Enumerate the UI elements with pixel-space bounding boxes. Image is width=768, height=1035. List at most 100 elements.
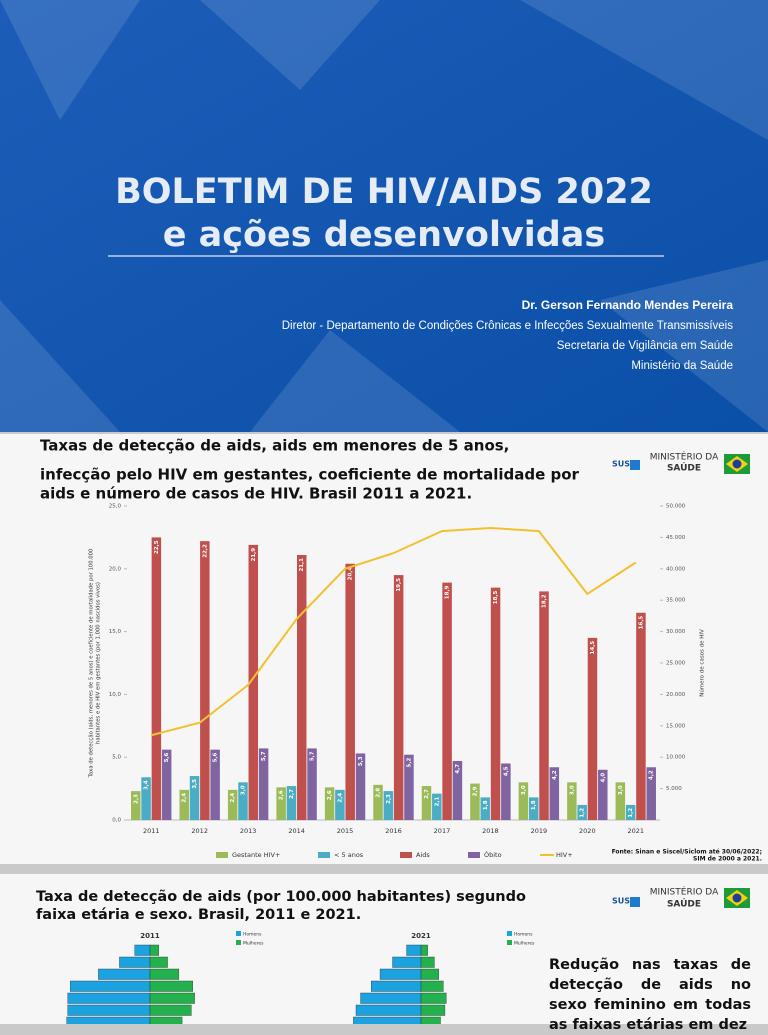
- legend-label: < 5 anos: [334, 851, 364, 859]
- bar: [149, 968, 180, 980]
- bar: [420, 980, 444, 992]
- legend-swatch: [507, 931, 512, 936]
- legend-swatch: [236, 931, 241, 936]
- y2-tick-label: 40.000: [666, 566, 686, 572]
- y2-tick-label: 10.000: [666, 755, 686, 761]
- value-label: 1,2: [580, 808, 586, 818]
- logo-cross: [630, 460, 640, 470]
- value-label: 14,5: [590, 641, 596, 655]
- slide-title: aids e número de casos de HIV. Brasil 20…: [40, 485, 472, 503]
- legend-label: HIV+: [556, 851, 573, 859]
- slide-title: Taxa de detecção de aids (por 100.000 ha…: [36, 889, 526, 905]
- logo-cross: [630, 897, 640, 907]
- legend-label: Gestante HIV+: [232, 851, 280, 859]
- legend-swatch: [507, 940, 512, 945]
- bar: [420, 968, 439, 980]
- bar: [141, 777, 151, 820]
- logo-sus: SUS: [612, 897, 630, 906]
- bar: [615, 782, 626, 820]
- legend-label: Mulheres: [243, 941, 264, 947]
- legend-label: Mulheres: [514, 941, 535, 947]
- bar: [646, 767, 656, 820]
- value-label: 4,0: [600, 773, 606, 783]
- logo-text: MINISTÉRIO DA: [650, 451, 719, 463]
- bar: [149, 1004, 192, 1016]
- y2-tick-label: 5.000: [666, 786, 682, 792]
- logo-text: SAÚDE: [667, 898, 701, 910]
- bar: [149, 992, 195, 1004]
- y-tick-label: 25,0: [109, 504, 122, 510]
- x-tick-label: 2011: [143, 827, 160, 835]
- role: Diretor - Departamento de Condições Crôn…: [282, 320, 734, 332]
- bar: [420, 992, 447, 1004]
- bar: [149, 944, 159, 956]
- value-label: 2,3: [133, 794, 139, 804]
- value-label: 3,0: [569, 785, 575, 795]
- y2-tick-label: 20.000: [666, 692, 686, 698]
- bar: [625, 804, 636, 820]
- legend-swatch: [318, 852, 330, 858]
- legend-label: Homens: [514, 932, 533, 938]
- bar: [149, 956, 168, 968]
- bar: [210, 749, 220, 820]
- bar: [189, 776, 200, 820]
- role: Ministério da Saúde: [631, 360, 733, 372]
- x-tick-label: 2013: [240, 827, 257, 835]
- logo-text: MINISTÉRIO DA: [650, 886, 719, 898]
- value-label: 21,9: [251, 548, 257, 562]
- value-label: 18,5: [493, 590, 499, 604]
- bar: [480, 797, 491, 820]
- bar: [345, 563, 355, 820]
- bar: [577, 804, 587, 820]
- bar: [67, 992, 151, 1004]
- bar: [355, 753, 366, 820]
- legend-swatch: [468, 852, 480, 858]
- value-label: 3,5: [192, 779, 198, 789]
- bar: [149, 1016, 183, 1024]
- source: Fonte: Sinan e Siscel/Siclom até 30/06/2…: [612, 849, 762, 856]
- value-label: 3,4: [144, 780, 150, 790]
- bar: [335, 789, 345, 820]
- x-tick-label: 2014: [288, 827, 305, 835]
- value-label: 3,0: [240, 785, 246, 795]
- y2-tick-label: 35.000: [666, 598, 686, 604]
- bar: [179, 789, 189, 820]
- bar: [528, 797, 539, 820]
- logo: SUS MINISTÉRIO DA SAÚDE: [612, 886, 750, 910]
- x-tick-label: 2020: [579, 827, 596, 835]
- bar: [420, 956, 435, 968]
- bar: [149, 980, 193, 992]
- bar: [227, 789, 238, 820]
- bar: [421, 786, 432, 820]
- bar: [200, 541, 210, 820]
- y2-tick-label: 50.000: [666, 504, 686, 510]
- bar: [636, 612, 646, 820]
- logo-sus: SUS: [612, 460, 630, 469]
- value-label: 19,5: [396, 578, 402, 592]
- flag: [732, 893, 742, 903]
- y-tick-label: 10,0: [109, 692, 122, 698]
- value-label: 5,3: [358, 756, 364, 766]
- bar: [420, 944, 428, 956]
- bar: [598, 769, 608, 820]
- y-axis-label: habitantes e de HIV em gestantes (por 1.…: [96, 582, 102, 744]
- value-label: 4,5: [503, 766, 509, 776]
- value-label: 22,5: [154, 540, 160, 554]
- bar: [134, 944, 151, 956]
- bar: [360, 992, 422, 1004]
- y2-tick-label: 45.000: [666, 535, 686, 541]
- bar: [406, 944, 422, 956]
- bar: [383, 791, 394, 820]
- value-label: 4,2: [649, 770, 655, 780]
- value-label: 16,5: [638, 616, 644, 630]
- value-label: 5,2: [406, 758, 412, 768]
- bar: [442, 582, 452, 820]
- value-label: 18,2: [542, 594, 548, 608]
- bar: [66, 1016, 151, 1024]
- bar: [276, 787, 286, 820]
- bar: [258, 748, 269, 820]
- bar: [404, 754, 414, 820]
- bar: [549, 767, 560, 820]
- slide-title: infecção pelo HIV em gestantes, coeficie…: [40, 466, 580, 484]
- bar: [452, 760, 463, 820]
